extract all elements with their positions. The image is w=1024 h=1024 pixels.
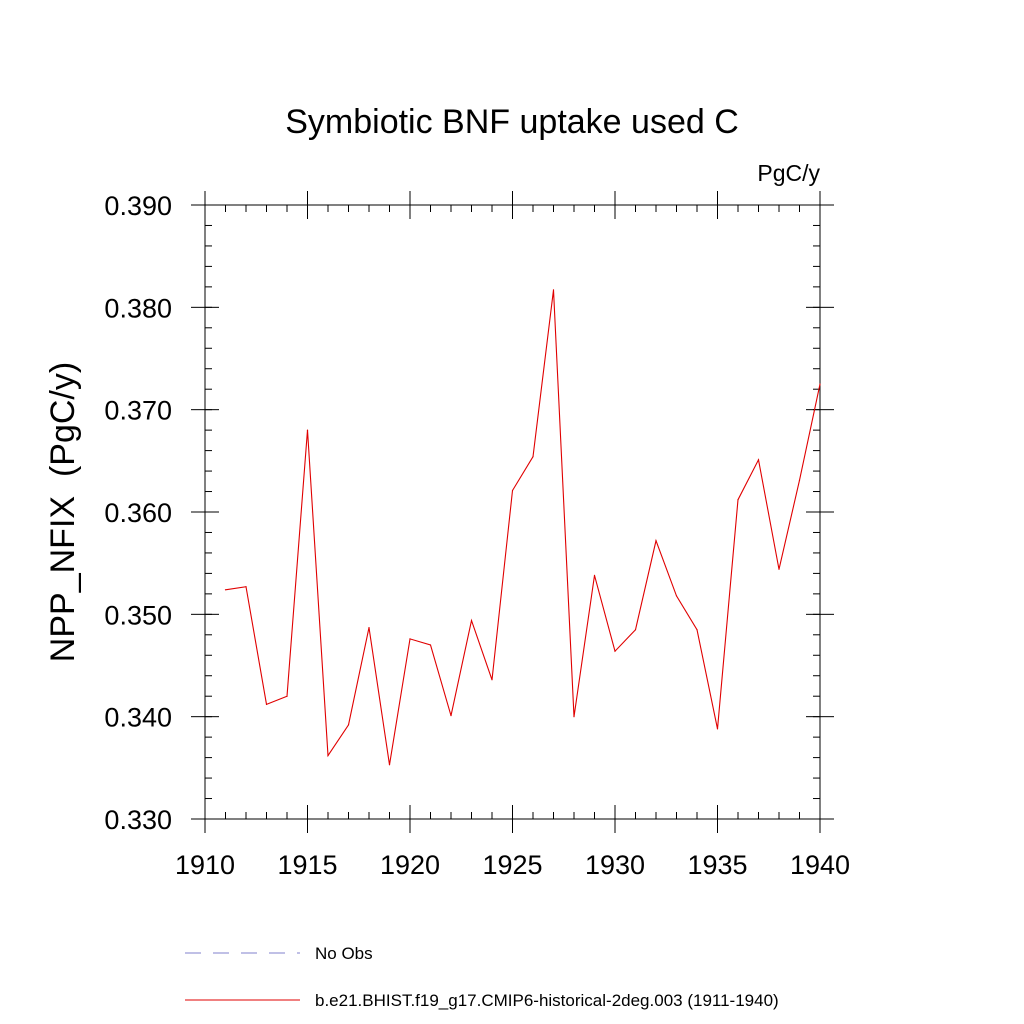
x-tick-label: 1920 (380, 850, 440, 880)
data-point (675, 595, 678, 597)
data-point (286, 695, 288, 697)
data-point (573, 716, 575, 718)
data-point (450, 715, 452, 717)
data-point (819, 383, 821, 385)
data-point (409, 638, 411, 640)
data-point (368, 627, 370, 629)
data-point (614, 650, 616, 652)
data-point (429, 644, 432, 646)
data-point (511, 489, 514, 492)
x-tick-label: 1935 (687, 850, 747, 880)
data-point (696, 629, 698, 631)
x-tick-label: 1915 (277, 850, 337, 880)
y-tick-label: 0.390 (104, 191, 172, 221)
data-point (491, 679, 493, 681)
data-point (327, 755, 329, 757)
data-point (716, 728, 719, 730)
data-point (634, 629, 637, 631)
data-point (347, 724, 350, 726)
x-tick-label: 1910 (175, 850, 235, 880)
y-tick-label: 0.360 (104, 498, 172, 528)
plot-frame (204, 204, 821, 820)
data-point (552, 289, 555, 291)
x-tick-label: 1925 (482, 850, 542, 880)
y-tick-label: 0.340 (104, 703, 172, 733)
y-axis-label: NPP_NFIX (PgC/y) (44, 362, 82, 662)
series-layer (224, 289, 821, 766)
data-point (265, 703, 268, 706)
legend-label-series: b.e21.BHIST.f19_g17.CMIP6-historical-2de… (315, 991, 779, 1010)
units-label: PgC/y (757, 160, 820, 186)
legend: No Obs b.e21.BHIST.f19_g17.CMIP6-histori… (185, 944, 779, 1010)
y-tick-label: 0.350 (104, 600, 172, 630)
data-point (737, 499, 739, 501)
data-point (798, 479, 801, 481)
y-tick-label: 0.380 (104, 293, 172, 323)
data-point (593, 574, 596, 577)
legend-label-no-obs: No Obs (315, 944, 373, 963)
y-axis: 0.330 0.340 0.350 0.360 0.370 0.380 0.390 (104, 191, 834, 835)
data-point (388, 764, 391, 766)
data-point (245, 586, 247, 588)
data-point (532, 456, 534, 458)
data-point (655, 540, 657, 542)
y-tick-label: 0.370 (104, 396, 172, 426)
data-point (224, 589, 227, 591)
series-line (225, 289, 821, 765)
x-tick-label: 1940 (790, 850, 850, 880)
chart-title: Symbiotic BNF uptake used C (285, 103, 739, 141)
y-tick-label: 0.330 (104, 805, 172, 835)
x-tick-label: 1930 (585, 850, 645, 880)
data-point (757, 459, 760, 461)
data-point (778, 568, 780, 570)
data-point (306, 429, 309, 431)
minor-ticks (204, 204, 821, 820)
x-axis: 1910 1915 1920 1925 1930 1935 1940 (175, 191, 850, 880)
data-point (470, 619, 473, 622)
